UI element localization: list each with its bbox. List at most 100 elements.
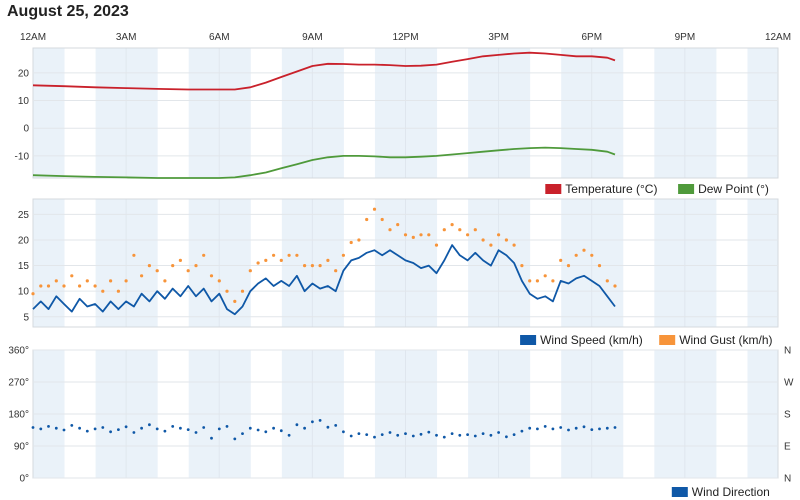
data-point [272,253,276,257]
data-point [613,426,617,429]
data-point [380,433,384,436]
legend-label: Dew Point (°) [698,182,769,196]
time-band [592,199,624,327]
y-tick-label: -10 [15,151,30,162]
data-point [435,433,438,437]
time-band [685,199,717,327]
data-point [450,432,454,435]
time-band [374,48,406,178]
data-point [140,426,144,430]
series-line [32,244,616,316]
data-point [171,264,175,268]
data-point [256,261,260,265]
data-point [466,433,469,436]
time-band [33,48,65,178]
data-point [217,427,221,431]
data-point [536,427,539,431]
time-band [188,199,220,327]
data-point [419,233,423,237]
data-point [310,264,314,268]
data-point [318,264,322,268]
data-point [380,217,384,222]
data-point [132,253,136,257]
panel-frame [32,198,779,328]
data-point [39,284,43,288]
series-line [32,51,616,91]
data-point [210,436,213,440]
x-tick-label: 12PM [392,32,418,43]
data-point [427,430,431,434]
y-right-label: W [784,378,794,389]
time-band [685,48,717,178]
data-point [365,433,369,436]
data-point [489,243,493,247]
data-point [209,274,214,278]
time-band [499,48,531,178]
x-tick-label: 9AM [302,32,323,43]
data-point [225,425,229,428]
data-point [504,238,508,242]
data-point [78,284,82,288]
time-band [747,48,779,178]
data-point [505,435,508,439]
data-point [450,223,454,227]
data-point [543,425,547,428]
y-tick-label: 15 [18,261,30,272]
series-line [32,146,616,179]
data-point [442,228,446,232]
data-point [264,258,268,262]
data-point [295,253,299,257]
data-point [70,424,74,427]
data-point [47,425,50,428]
data-point [411,434,415,438]
data-point [163,429,167,433]
data-point [248,426,252,430]
data-point [46,284,51,288]
data-point [520,264,524,268]
data-point [512,433,516,436]
data-point [411,235,415,239]
y-tick-label: 20 [18,68,30,79]
data-point [233,299,237,303]
data-point [528,426,532,430]
y-tick-label: 180° [8,410,29,421]
data-point [93,284,97,288]
data-point [574,426,578,430]
data-point [489,433,493,437]
data-point [171,425,175,428]
data-point [582,248,586,252]
data-point [248,269,252,273]
data-point [388,431,392,434]
time-band [468,199,500,327]
data-point [240,289,245,293]
data-point [481,238,485,242]
data-point [388,228,392,232]
data-point [349,240,353,245]
time-band [374,199,406,327]
data-point [124,425,128,429]
data-point [597,264,602,268]
data-point [116,289,120,293]
x-tick-label: 3AM [116,32,137,43]
legend-swatch [671,487,688,497]
data-point [303,426,306,430]
data-point [396,223,400,227]
data-point [101,426,105,429]
data-point [520,429,524,433]
data-point [186,428,190,431]
legend-label: Temperature (°C) [565,182,657,196]
data-point [202,426,206,429]
data-point [62,428,66,432]
time-band [188,48,220,178]
time-band [312,199,344,327]
data-point [326,425,330,429]
x-tick-label: 9PM [675,32,696,43]
time-band [126,199,158,327]
x-tick-label: 12AM [20,32,46,43]
data-point [458,228,462,232]
y-right-label: S [784,410,791,421]
time-band [654,48,686,178]
y-tick-label: 25 [18,210,30,221]
data-point [155,269,159,273]
